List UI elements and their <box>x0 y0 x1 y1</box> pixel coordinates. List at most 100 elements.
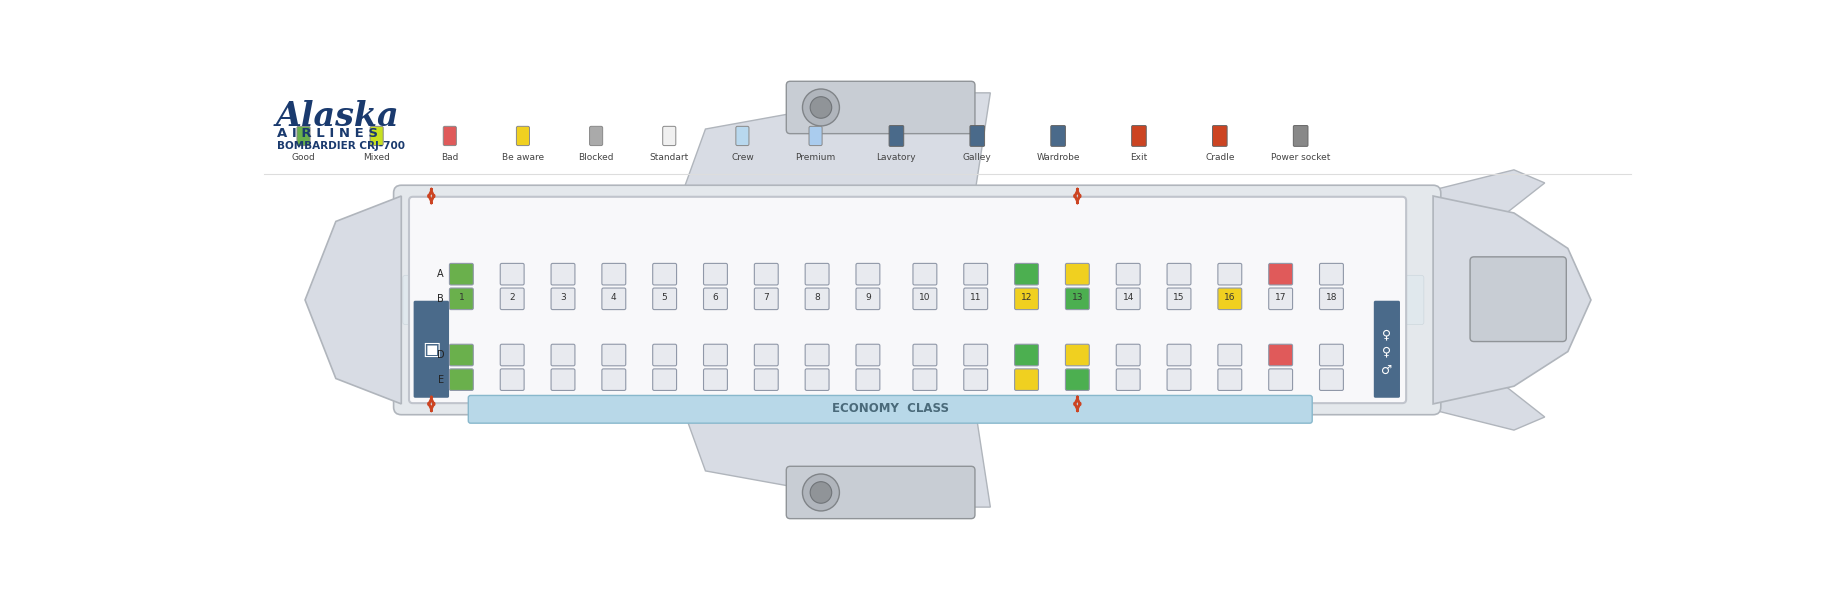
Text: 5: 5 <box>662 293 667 302</box>
FancyBboxPatch shape <box>1319 345 1343 366</box>
Text: 3: 3 <box>560 293 565 302</box>
FancyBboxPatch shape <box>856 263 880 285</box>
Text: A I R L I N E S: A I R L I N E S <box>277 127 379 140</box>
Text: 14: 14 <box>1122 293 1133 302</box>
FancyBboxPatch shape <box>754 288 778 309</box>
FancyBboxPatch shape <box>1116 369 1140 390</box>
Text: 18: 18 <box>1325 293 1336 302</box>
Text: ♀: ♀ <box>1382 328 1392 341</box>
FancyBboxPatch shape <box>963 263 987 285</box>
FancyBboxPatch shape <box>1268 288 1292 309</box>
FancyBboxPatch shape <box>1015 288 1039 309</box>
Text: A: A <box>436 269 444 279</box>
FancyBboxPatch shape <box>590 127 602 146</box>
Text: BOMBARDIER CRJ-700: BOMBARDIER CRJ-700 <box>277 141 405 151</box>
Polygon shape <box>305 196 401 404</box>
FancyBboxPatch shape <box>501 369 523 390</box>
Text: Good: Good <box>292 153 316 162</box>
FancyBboxPatch shape <box>1218 263 1242 285</box>
Text: 9: 9 <box>865 293 870 302</box>
Text: 8: 8 <box>813 293 819 302</box>
FancyBboxPatch shape <box>754 369 778 390</box>
FancyBboxPatch shape <box>1015 263 1039 285</box>
FancyBboxPatch shape <box>1131 125 1146 146</box>
FancyBboxPatch shape <box>963 345 987 366</box>
Circle shape <box>809 97 832 118</box>
Text: 2: 2 <box>508 293 516 302</box>
FancyBboxPatch shape <box>809 127 822 146</box>
Text: D: D <box>436 350 444 360</box>
FancyBboxPatch shape <box>408 197 1404 403</box>
FancyBboxPatch shape <box>602 345 625 366</box>
Text: Wardrobe: Wardrobe <box>1035 153 1079 162</box>
FancyBboxPatch shape <box>913 345 937 366</box>
Text: E: E <box>438 375 444 385</box>
FancyBboxPatch shape <box>913 369 937 390</box>
Text: Galley: Galley <box>963 153 991 162</box>
FancyBboxPatch shape <box>1064 369 1088 390</box>
Text: Be aware: Be aware <box>501 153 543 162</box>
FancyBboxPatch shape <box>1166 263 1190 285</box>
Circle shape <box>802 474 839 511</box>
FancyBboxPatch shape <box>449 288 473 309</box>
FancyBboxPatch shape <box>501 263 523 285</box>
Polygon shape <box>682 407 991 507</box>
FancyBboxPatch shape <box>1268 369 1292 390</box>
FancyBboxPatch shape <box>1166 369 1190 390</box>
FancyBboxPatch shape <box>785 81 974 134</box>
Circle shape <box>802 89 839 126</box>
FancyBboxPatch shape <box>449 369 473 390</box>
FancyBboxPatch shape <box>516 127 529 146</box>
Text: Lavatory: Lavatory <box>876 153 917 162</box>
Text: B: B <box>436 294 444 304</box>
Text: Power socket: Power socket <box>1270 153 1329 162</box>
FancyBboxPatch shape <box>1319 369 1343 390</box>
FancyBboxPatch shape <box>662 127 675 146</box>
FancyBboxPatch shape <box>551 345 575 366</box>
FancyBboxPatch shape <box>414 301 449 398</box>
FancyBboxPatch shape <box>1116 263 1140 285</box>
FancyBboxPatch shape <box>1166 288 1190 309</box>
Text: 16: 16 <box>1223 293 1234 302</box>
Circle shape <box>809 482 832 503</box>
FancyBboxPatch shape <box>1064 263 1088 285</box>
FancyBboxPatch shape <box>1212 125 1227 146</box>
FancyBboxPatch shape <box>856 369 880 390</box>
FancyBboxPatch shape <box>449 263 473 285</box>
FancyBboxPatch shape <box>804 369 828 390</box>
Text: Blocked: Blocked <box>578 153 614 162</box>
FancyBboxPatch shape <box>1218 288 1242 309</box>
FancyBboxPatch shape <box>1469 257 1565 342</box>
FancyBboxPatch shape <box>702 345 726 366</box>
Text: ECONOMY  CLASS: ECONOMY CLASS <box>832 402 948 415</box>
FancyBboxPatch shape <box>1268 345 1292 366</box>
Text: Premium: Premium <box>795 153 835 162</box>
FancyBboxPatch shape <box>1050 125 1064 146</box>
Text: 1: 1 <box>458 293 464 302</box>
FancyBboxPatch shape <box>970 125 983 146</box>
FancyBboxPatch shape <box>652 288 676 309</box>
FancyBboxPatch shape <box>913 288 937 309</box>
Text: 12: 12 <box>1020 293 1031 302</box>
FancyBboxPatch shape <box>551 288 575 309</box>
FancyBboxPatch shape <box>889 125 904 146</box>
Text: ♀: ♀ <box>1382 345 1392 358</box>
FancyBboxPatch shape <box>1116 288 1140 309</box>
FancyBboxPatch shape <box>913 263 937 285</box>
FancyBboxPatch shape <box>963 369 987 390</box>
FancyBboxPatch shape <box>963 288 987 309</box>
Text: 4: 4 <box>610 293 615 302</box>
FancyBboxPatch shape <box>652 345 676 366</box>
FancyBboxPatch shape <box>1319 263 1343 285</box>
FancyBboxPatch shape <box>370 127 383 146</box>
FancyBboxPatch shape <box>449 345 473 366</box>
Text: Alaska: Alaska <box>275 100 399 133</box>
FancyBboxPatch shape <box>785 466 974 519</box>
FancyBboxPatch shape <box>551 263 575 285</box>
FancyBboxPatch shape <box>754 345 778 366</box>
FancyBboxPatch shape <box>1116 345 1140 366</box>
Text: 10: 10 <box>918 293 930 302</box>
Text: Bad: Bad <box>442 153 458 162</box>
FancyBboxPatch shape <box>1218 345 1242 366</box>
FancyBboxPatch shape <box>754 263 778 285</box>
